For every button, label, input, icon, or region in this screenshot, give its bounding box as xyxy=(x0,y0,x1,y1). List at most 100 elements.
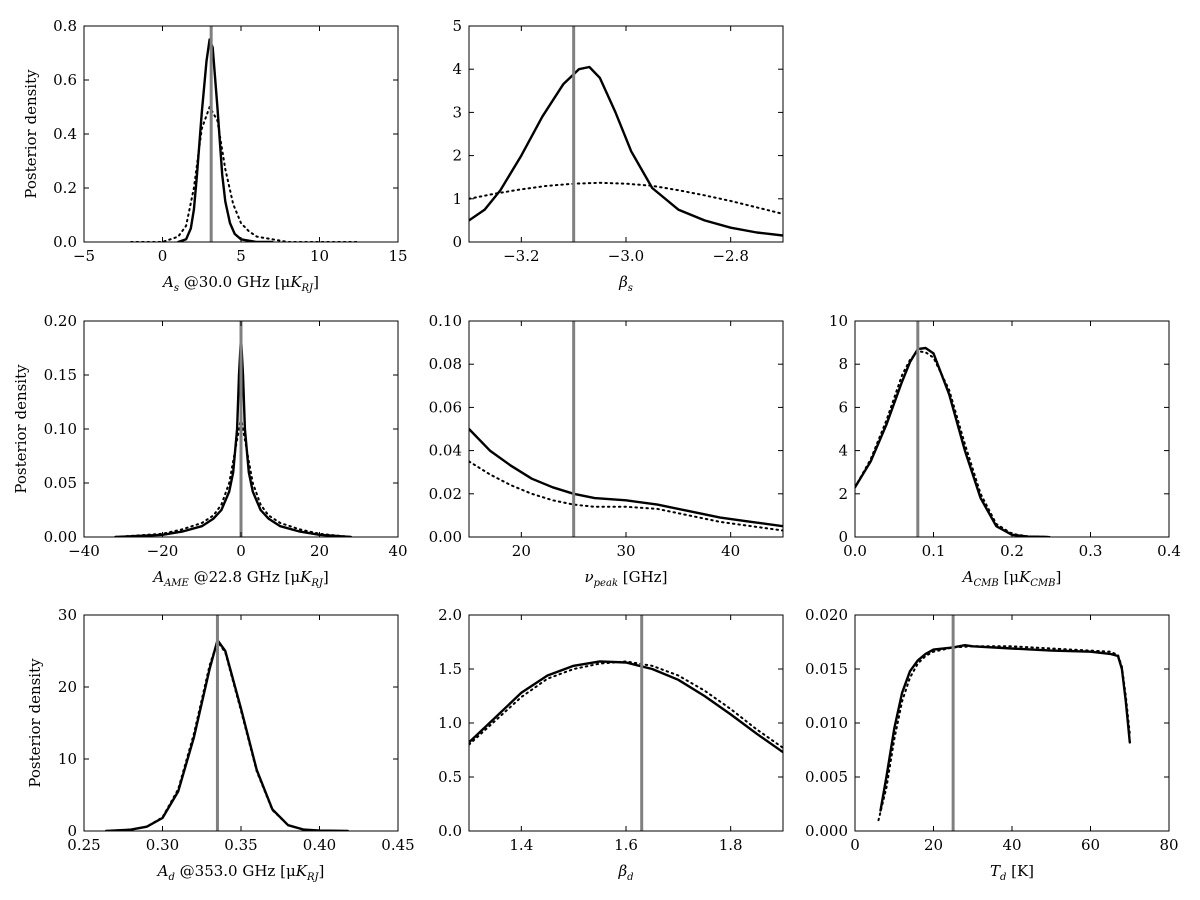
chart-panel: 1.4 1.6 1.8 0.0 0.5 1.0 1.5 2.0 βd xyxy=(438,606,784,883)
series-line-dotted xyxy=(105,640,349,831)
y-tick-label: 0.015 xyxy=(805,660,848,678)
y-tick-label: 10 xyxy=(58,750,77,768)
axes-frame xyxy=(83,614,399,832)
y-tick-label: 1.5 xyxy=(438,660,462,678)
x-axis-label: Td [K] xyxy=(990,862,1034,883)
y-tick-label: 5 xyxy=(452,17,462,35)
x-tick-label: 0.1 xyxy=(922,542,946,560)
y-tick-label: 4 xyxy=(452,60,462,78)
y-tick-label: 0.010 xyxy=(805,714,848,732)
x-tick-label: 0.25 xyxy=(67,836,100,854)
series-line-solid xyxy=(469,660,783,754)
y-tick-label: 0 xyxy=(838,528,848,546)
axes-frame xyxy=(854,320,1170,538)
y-tick-label: 0.4 xyxy=(53,125,77,143)
y-tick-label: 0.05 xyxy=(44,474,77,492)
y-tick-label: 0.0 xyxy=(438,822,462,840)
y-tick-label: 30 xyxy=(58,606,77,624)
x-tick-label: 30 xyxy=(616,542,635,560)
y-tick-label: 0.20 xyxy=(44,312,77,330)
x-tick-label: −40 xyxy=(68,542,100,560)
y-tick-label: 0.10 xyxy=(44,420,77,438)
series-line-solid xyxy=(176,38,274,242)
series-line-solid xyxy=(469,427,783,528)
y-tick-label: 0 xyxy=(452,233,462,251)
x-tick-label: 20 xyxy=(512,542,531,560)
y-axis-label: Posterior density xyxy=(12,364,30,494)
x-tick-label: 15 xyxy=(388,247,407,265)
x-axis-label: Ad @353.0 GHz [μKRJ] xyxy=(156,862,325,883)
x-tick-label: 0.30 xyxy=(146,836,179,854)
x-tick-label: 40 xyxy=(721,542,740,560)
x-tick-label: 0.3 xyxy=(1079,542,1103,560)
y-tick-label: 0.020 xyxy=(805,606,848,624)
y-tick-label: 2 xyxy=(838,485,848,503)
axes-frame xyxy=(468,320,784,538)
x-axis-label: AAME @22.8 GHz [μKRJ] xyxy=(151,568,329,589)
axes-frame xyxy=(468,25,784,243)
x-tick-label: 1.8 xyxy=(719,836,743,854)
x-tick-label: 0.0 xyxy=(843,542,867,560)
y-tick-label: 0 xyxy=(67,822,77,840)
y-tick-label: 0.15 xyxy=(44,366,77,384)
y-tick-label: 0.6 xyxy=(53,71,77,89)
series-line-dotted xyxy=(469,660,783,749)
x-tick-label: 20 xyxy=(310,542,329,560)
x-tick-label: −3.0 xyxy=(608,247,644,265)
series-line-dotted xyxy=(469,181,783,215)
x-tick-label: 0.35 xyxy=(224,836,257,854)
x-axis-label: βs xyxy=(618,273,633,294)
x-tick-label: 0.45 xyxy=(381,836,414,854)
x-tick-label: −3.2 xyxy=(503,247,539,265)
x-tick-label: 0 xyxy=(236,542,246,560)
y-tick-label: 0.10 xyxy=(429,312,462,330)
x-axis-label: As @30.0 GHz [μKRJ] xyxy=(161,273,319,294)
x-tick-label: 0.2 xyxy=(1000,542,1024,560)
y-tick-label: 0.00 xyxy=(429,528,462,546)
y-tick-label: 0.2 xyxy=(53,179,77,197)
x-tick-label: 0 xyxy=(158,247,168,265)
series-line-solid xyxy=(879,644,1132,812)
x-tick-label: 5 xyxy=(236,247,246,265)
chart-panel: −40 −20 0 20 40 0.00 0.05 0.10 0.15 0.20 AAME @22.… xyxy=(12,312,408,589)
y-tick-label: 6 xyxy=(838,398,848,416)
chart-panel: 20 30 40 0.00 0.02 0.04 0.06 0.08 0.10 νpeak [GHz… xyxy=(429,312,784,589)
series-line-solid xyxy=(104,639,349,831)
chart-panel: −3.2 −3.0 −2.8 0 1 2 3 4 5 βs xyxy=(452,17,784,294)
chart-panel: 0.25 0.30 0.35 0.40 0.45 0 10 20 30 Ad @353.0 GHz… xyxy=(26,606,415,883)
x-tick-label: 10 xyxy=(310,247,329,265)
x-tick-label: 1.4 xyxy=(509,836,533,854)
y-tick-label: 1.0 xyxy=(438,714,462,732)
y-tick-label: 0.000 xyxy=(805,822,848,840)
axes-frame xyxy=(83,25,399,243)
x-axis-label: ACMB [μKCMB] xyxy=(961,568,1062,589)
y-tick-label: 0.005 xyxy=(805,768,848,786)
y-tick-label: 2 xyxy=(452,147,462,165)
y-tick-label: 0.5 xyxy=(438,768,462,786)
y-tick-label: 0.0 xyxy=(53,233,77,251)
series-line-solid xyxy=(469,65,783,237)
axes-frame xyxy=(468,614,784,832)
y-tick-label: 0.8 xyxy=(53,17,77,35)
y-tick-label: 2.0 xyxy=(438,606,462,624)
series-line-dotted xyxy=(877,645,1131,822)
y-tick-label: 0.06 xyxy=(429,398,462,416)
x-tick-label: 40 xyxy=(388,542,407,560)
x-tick-label: 80 xyxy=(1159,836,1178,854)
y-axis-label: Posterior density xyxy=(26,658,44,788)
y-tick-label: 0.00 xyxy=(44,528,77,546)
x-tick-label: 20 xyxy=(924,836,943,854)
x-tick-label: −2.8 xyxy=(712,247,748,265)
chart-panel: 0 20 40 60 80 0.000 0.005 0.010 0.015 0.020 Td [K] xyxy=(805,606,1179,883)
y-tick-label: 0.04 xyxy=(429,442,462,460)
y-tick-label: 8 xyxy=(838,355,848,373)
x-tick-label: 0.40 xyxy=(303,836,336,854)
x-tick-label: 0 xyxy=(850,836,860,854)
y-tick-label: 4 xyxy=(838,442,848,460)
series-line-dotted xyxy=(130,106,360,242)
y-tick-label: 20 xyxy=(58,678,77,696)
chart-panel: 0.0 0.1 0.2 0.3 0.4 0 2 4 6 8 10 ACMB [μKCMB] xyxy=(829,312,1181,589)
x-tick-label: 40 xyxy=(1002,836,1021,854)
x-tick-label: 1.6 xyxy=(614,836,638,854)
